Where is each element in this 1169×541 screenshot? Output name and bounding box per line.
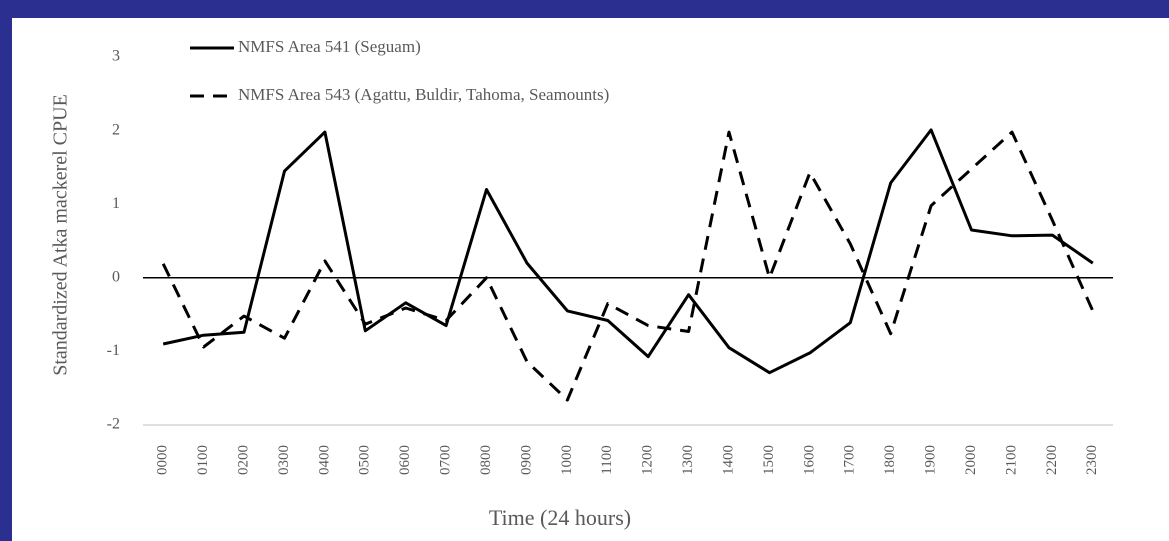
x-tick-label: 1800 <box>882 445 898 475</box>
legend-label: NMFS Area 541 (Seguam) <box>238 37 421 56</box>
x-tick-label: 0400 <box>316 445 332 475</box>
legend-label: NMFS Area 543 (Agattu, Buldir, Tahoma, S… <box>238 85 609 104</box>
y-tick-label: -1 <box>107 342 120 359</box>
x-tick-label: 0600 <box>397 445 413 475</box>
x-tick-label: 1700 <box>842 445 858 475</box>
series-line <box>162 128 1094 375</box>
x-axis-title: Time (24 hours) <box>489 505 631 530</box>
x-tick-label: 0500 <box>357 445 373 475</box>
y-tick-label: 1 <box>112 195 120 212</box>
x-tick-label: 0300 <box>276 445 292 475</box>
x-tick-label: 2000 <box>963 445 979 475</box>
x-tick-label: 1400 <box>720 445 736 475</box>
x-tick-label: 1500 <box>761 445 777 475</box>
series-line <box>161 130 1095 402</box>
x-tick-label: 0200 <box>235 445 251 475</box>
x-tick-label: 2100 <box>1003 445 1019 475</box>
y-tick-label: 0 <box>112 268 120 285</box>
x-tick-label: 1200 <box>640 445 656 475</box>
chart-area <box>12 18 1169 541</box>
y-tick-label: 2 <box>112 121 120 138</box>
y-axis-title: Standardized Atka mackerel CPUE <box>50 94 72 376</box>
x-tick-label: 2200 <box>1044 445 1060 475</box>
x-tick-label: 0100 <box>195 445 211 475</box>
x-tick-label: 1000 <box>559 445 575 475</box>
x-tick-label: 1900 <box>923 445 939 475</box>
x-tick-label: 0800 <box>478 445 494 475</box>
x-tick-label: 2300 <box>1084 445 1100 475</box>
x-tick-label: 0700 <box>438 445 454 475</box>
x-tick-label: 0900 <box>518 445 534 475</box>
x-tick-label: 0000 <box>155 445 171 475</box>
y-tick-label: 3 <box>112 48 120 65</box>
y-tick-label: -2 <box>107 416 120 433</box>
x-tick-label: 1600 <box>801 445 817 475</box>
x-tick-label: 1100 <box>599 445 615 474</box>
x-tick-label: 1300 <box>680 445 696 475</box>
